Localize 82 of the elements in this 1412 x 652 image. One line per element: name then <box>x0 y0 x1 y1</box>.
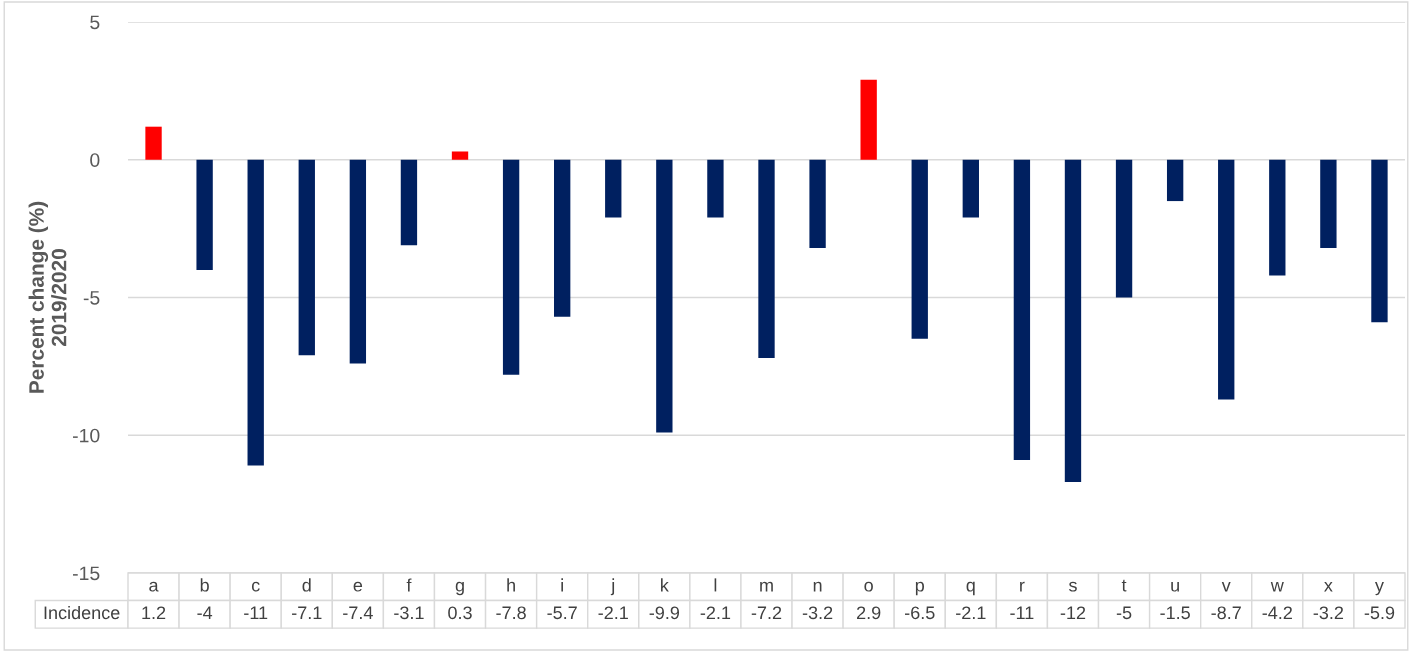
x-tick-label: t <box>1121 579 1127 592</box>
x-tick-label: y <box>1374 581 1384 596</box>
x-tick-label: i <box>561 578 563 592</box>
y-tick-label: 5 <box>90 15 100 30</box>
bar <box>349 159 367 364</box>
data-label: -7.4 <box>343 606 373 619</box>
y-tick-label: -15 <box>72 566 100 581</box>
bar <box>1064 159 1082 483</box>
x-tick-label: s <box>1068 581 1077 592</box>
bar <box>656 159 673 433</box>
x-tick-label: w <box>1270 581 1284 592</box>
data-label: -7.8 <box>496 606 526 620</box>
data-label: -12 <box>1060 606 1086 619</box>
bar <box>554 159 571 317</box>
x-tick-label: c <box>251 581 260 592</box>
x-tick-label: p <box>915 581 924 596</box>
x-tick-label: f <box>406 578 412 592</box>
bar <box>1115 159 1133 298</box>
data-label: -3.2 <box>802 606 833 620</box>
x-tick-label: h <box>507 578 515 592</box>
data-label: -5 <box>1116 606 1132 620</box>
bar <box>1371 159 1388 323</box>
data-label: -11 <box>244 606 268 619</box>
data-label: 0.3 <box>448 606 472 620</box>
data-label: -7.2 <box>751 606 782 619</box>
bar <box>1320 159 1337 248</box>
bar <box>145 126 162 160</box>
bar <box>451 151 469 160</box>
bar <box>605 159 622 218</box>
x-tick-label: r <box>1020 581 1025 592</box>
x-tick-label: g <box>455 581 464 596</box>
x-tick-label: v <box>1221 581 1231 592</box>
x-tick-label: q <box>966 581 975 596</box>
x-tick-label: b <box>200 578 209 592</box>
data-label: 2.9 <box>857 606 881 620</box>
x-tick-label: d <box>302 578 311 592</box>
data-label: -9.9 <box>649 606 680 620</box>
x-tick-label: j <box>610 578 615 596</box>
x-tick-label: k <box>661 578 669 592</box>
data-label: -2.1 <box>700 606 731 619</box>
bar <box>400 159 418 246</box>
bar <box>247 159 264 466</box>
x-tick-label: l <box>714 578 717 592</box>
bar <box>1166 159 1184 202</box>
data-label: 1.2 <box>142 606 166 619</box>
y-tick-label: -5 <box>83 291 100 305</box>
bar <box>1269 159 1286 276</box>
data-label: -2.1 <box>598 606 628 619</box>
data-label: -2.1 <box>956 606 986 619</box>
bar <box>809 159 826 248</box>
x-tick-label: m <box>760 581 773 592</box>
data-label: -11 <box>1010 606 1034 619</box>
data-label: -3.1 <box>394 606 424 620</box>
x-tick-label: x <box>1324 581 1333 592</box>
data-label: -7.1 <box>292 606 322 619</box>
y-tick-label: -10 <box>72 428 100 443</box>
data-label: -4 <box>197 606 213 619</box>
data-label: -8.7 <box>1211 606 1241 620</box>
y-axis-title: Percent change (%) 2019/2020 <box>28 201 67 393</box>
bar <box>860 79 877 160</box>
bar <box>707 159 724 218</box>
bar <box>196 159 213 270</box>
x-tick-label: u <box>1171 581 1179 592</box>
data-label: -3.2 <box>1313 606 1344 620</box>
x-tick-label: o <box>864 581 873 592</box>
x-tick-label: e <box>353 581 363 592</box>
data-label: -5.7 <box>547 606 577 620</box>
bar <box>758 159 775 359</box>
data-label: -6.5 <box>904 606 935 620</box>
bar <box>502 159 520 375</box>
y-tick-label: 0 <box>90 153 100 167</box>
bar <box>962 159 979 218</box>
bar <box>1218 159 1235 400</box>
bar <box>298 159 315 356</box>
x-tick-label: n <box>813 581 822 592</box>
data-label: -1.5 <box>1160 606 1190 620</box>
data-label: -5.9 <box>1364 606 1395 620</box>
data-label: -4.2 <box>1262 606 1292 619</box>
text: Incidence <box>44 605 120 620</box>
bar <box>1013 159 1031 461</box>
bar <box>911 159 928 339</box>
x-tick-label: a <box>149 581 159 592</box>
